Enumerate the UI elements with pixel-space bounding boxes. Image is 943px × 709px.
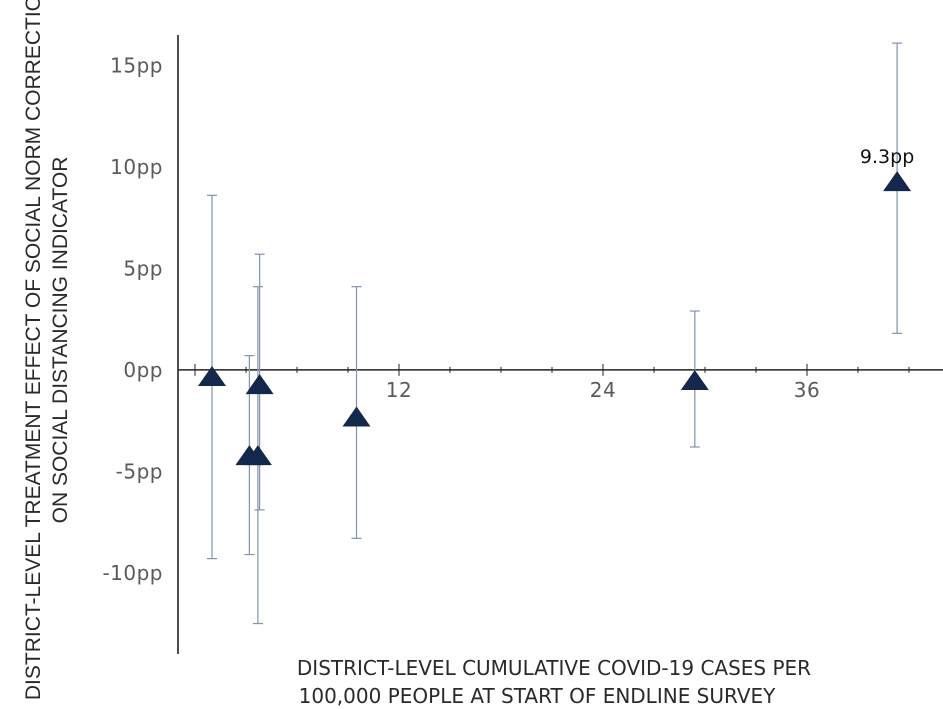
triangle-marker <box>198 365 226 386</box>
y-tick-label: -5pp <box>116 459 163 483</box>
y-axis-title-line-2: ON SOCIAL DISTANCING INDICATOR <box>49 157 72 524</box>
triangle-marker <box>883 171 912 192</box>
x-tick-label: 36 <box>794 378 820 402</box>
axes <box>177 35 943 654</box>
ticks: 12 24 36 15pp 10pp 5pp 0pp -5pp -10pp <box>102 53 910 585</box>
y-axis-title-line-1: DISTRICT-LEVEL TREATMENT EFFECT OF SOCIA… <box>22 0 45 700</box>
y-tick-label: 15pp <box>110 53 163 77</box>
triangle-marker <box>245 374 274 395</box>
y-tick-label: 10pp <box>110 155 163 179</box>
triangle-marker <box>342 406 371 427</box>
y-axis-title: DISTRICT-LEVEL TREATMENT EFFECT OF SOCIA… <box>22 0 72 700</box>
data-label: 9.3pp <box>860 146 914 168</box>
y-tick-label: -10pp <box>102 561 163 585</box>
x-axis-title-line-1: DISTRICT-LEVEL CUMULATIVE COVID-19 CASES… <box>297 656 811 680</box>
x-axis-title: DISTRICT-LEVEL CUMULATIVE COVID-19 CASES… <box>297 656 811 708</box>
x-axis-title-line-2: 100,000 PEOPLE AT START OF ENDLINE SURVE… <box>299 684 777 708</box>
triangle-marker <box>243 445 272 466</box>
error-bars <box>207 42 903 625</box>
data-markers <box>198 171 912 466</box>
y-tick-label: 5pp <box>123 256 163 280</box>
triangle-marker <box>680 370 709 391</box>
x-tick-label: 24 <box>590 378 616 402</box>
y-tick-label: 0pp <box>123 358 163 382</box>
data-labels: 9.3pp <box>860 146 914 168</box>
x-tick-label: 12 <box>386 378 412 402</box>
